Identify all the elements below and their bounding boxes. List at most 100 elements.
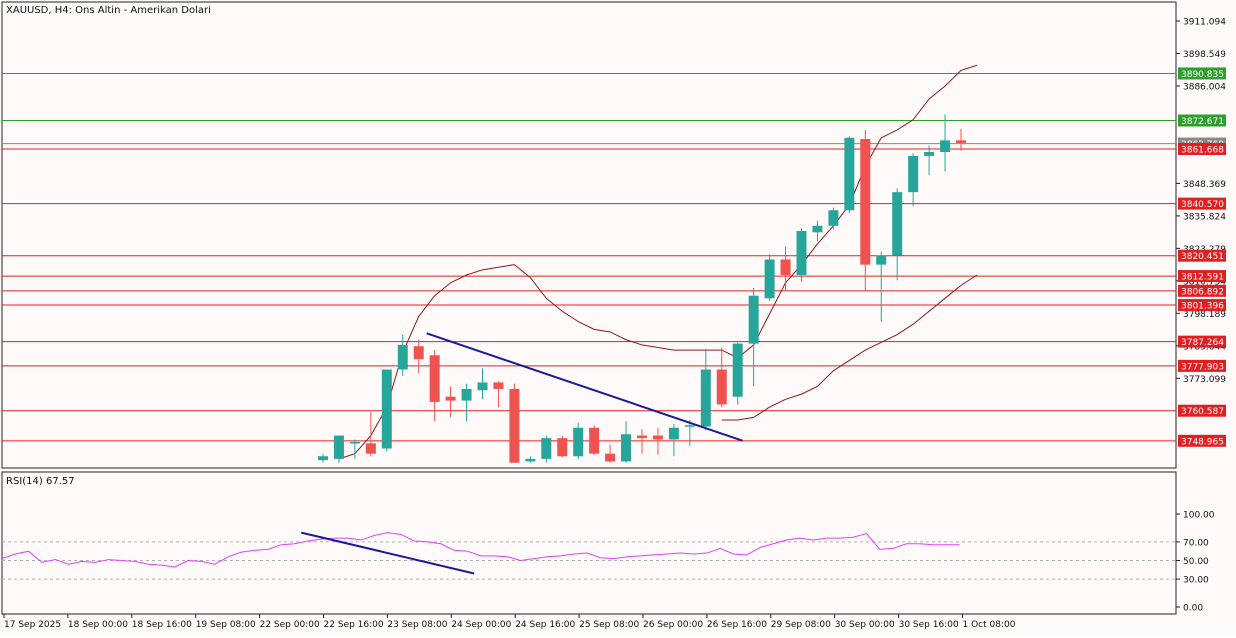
candle-body-14: [541, 438, 552, 459]
band-lower: [721, 274, 978, 421]
rsi-tick-label-1: 70.00: [1183, 538, 1209, 548]
candle-body-18: [605, 453, 616, 462]
rsi-plot-frame: [1, 471, 1177, 615]
candle-body-32: [828, 210, 839, 226]
candle-body-33: [844, 137, 855, 211]
candle-body-8: [445, 396, 456, 401]
time-tick-label-13: 30 Sep 00:00: [835, 620, 895, 630]
time-tick-label-2: 18 Sep 16:00: [132, 620, 192, 630]
level-tag-bg-8: [1178, 299, 1226, 312]
candle-body-24: [700, 369, 711, 427]
rsi-trendline: [301, 531, 475, 575]
candle-body-36: [892, 192, 903, 256]
time-tick-label-12: 29 Sep 08:00: [771, 620, 831, 630]
candle-body-10: [477, 382, 488, 391]
level-tag-bg-10: [1178, 359, 1226, 372]
candle-body-9: [461, 388, 472, 401]
candle-body-39: [940, 140, 951, 153]
candle-body-27: [748, 295, 759, 344]
level-tag-label-7: 3806.892: [1181, 287, 1224, 297]
candle-body-35: [876, 255, 887, 265]
level-tag-bg-7: [1178, 284, 1226, 297]
candle-body-38: [924, 152, 935, 156]
rsi-series: [1, 531, 1176, 580]
price-tick-label-0: 3911.094: [1183, 18, 1226, 28]
candle-body-34: [860, 139, 871, 265]
candle-body-22: [668, 427, 679, 440]
level-tag-label-9: 3787.264: [1181, 338, 1224, 348]
level-tag-bg-6: [1178, 270, 1226, 283]
candle-body-4: [381, 369, 392, 449]
candle-body-40: [956, 140, 966, 143]
price-tick-label-3: 3848.369: [1183, 180, 1226, 190]
price-tick-label-1: 3898.549: [1183, 50, 1226, 60]
candle-body-2: [349, 442, 360, 444]
candle-body-7: [429, 355, 440, 402]
level-tag-label-11: 3760.587: [1181, 407, 1224, 417]
level-lines: [2, 72, 1176, 442]
rsi-tick-label-2: 50.00: [1183, 557, 1209, 567]
level-tag-label-3: 3861.668: [1181, 145, 1224, 155]
rsi-tick-label-4: 0.00: [1183, 604, 1203, 614]
candle-body-16: [573, 427, 584, 457]
level-tag-bg-1: [1178, 114, 1226, 127]
candle-body-0: [318, 456, 328, 461]
candle-body-5: [397, 344, 408, 370]
time-tick-label-15: 1 Oct 08:00: [963, 620, 1016, 630]
level-tag-label-10: 3777.903: [1181, 362, 1224, 372]
candle-body-26: [732, 343, 743, 397]
candle-body-23: [684, 425, 695, 427]
level-tag-label-0: 3890.835: [1181, 70, 1224, 80]
level-tag-label-4: 3840.570: [1181, 200, 1224, 210]
price-tick-label-6: 3810.734: [1183, 277, 1226, 287]
candle-body-21: [652, 435, 663, 440]
level-tag-label-6: 3812.591: [1181, 273, 1224, 283]
time-tick-label-10: 26 Sep 00:00: [643, 620, 703, 630]
axes: 3911.094 3898.549 3886.004 3848.369 3835.824…: [3, 18, 1226, 630]
price-tick-label-9: 3773.099: [1183, 375, 1226, 385]
rsi-title: RSI(14) 67.57: [6, 476, 75, 487]
candles: [318, 114, 966, 463]
level-tag-bg-5: [1178, 249, 1226, 262]
candle-body-6: [413, 346, 424, 360]
level-tag-bg-3: [1178, 142, 1226, 155]
time-tick-label-0: 17 Sep 2025: [4, 620, 61, 630]
level-tag-label-1: 3872.671: [1181, 117, 1224, 127]
bollinger-bands: [338, 64, 978, 460]
level-tags: 3890.8353872.6713863.7603861.6683840.570…: [1178, 67, 1226, 447]
level-tag-bg-12: [1178, 434, 1226, 447]
time-tick-label-4: 22 Sep 00:00: [260, 620, 320, 630]
candle-body-19: [621, 434, 632, 462]
level-tag-bg-0: [1178, 67, 1226, 80]
candle-body-13: [525, 458, 536, 462]
rsi-tick-label-0: 100.00: [1183, 511, 1215, 521]
time-tick-label-6: 23 Sep 08:00: [387, 620, 447, 630]
trendlines: [426, 332, 743, 442]
time-tick-label-8: 24 Sep 16:00: [515, 620, 575, 630]
rsi-tick-label-3: 30.00: [1183, 576, 1209, 586]
level-tag-label-12: 3748.965: [1181, 437, 1224, 447]
time-tick-label-9: 25 Sep 08:00: [579, 620, 639, 630]
price-tick-label-7: 3798.189: [1183, 310, 1226, 320]
price-trendline: [426, 332, 743, 442]
band-upper: [338, 64, 978, 460]
level-tag-label-8: 3801.396: [1181, 302, 1224, 312]
candle-body-20: [637, 435, 647, 439]
candle-body-31: [812, 225, 823, 233]
chart-title: XAUUSD, H4: Ons Altin - Amerikan Dolari: [6, 5, 211, 16]
candle-body-11: [493, 382, 504, 389]
candle-body-3: [365, 443, 376, 454]
time-tick-label-11: 26 Sep 16:00: [707, 620, 767, 630]
level-tag-bg-11: [1178, 404, 1226, 417]
main-plot-frame: [1, 1, 1177, 469]
price-tick-label-2: 3886.004: [1183, 82, 1226, 92]
time-tick-label-7: 24 Sep 00:00: [451, 620, 511, 630]
level-tag-bg-4: [1178, 197, 1226, 210]
candle-body-1: [333, 435, 344, 459]
time-tick-label-14: 30 Sep 16:00: [899, 620, 959, 630]
candle-body-17: [589, 427, 600, 454]
candle-body-29: [780, 259, 791, 276]
candle-body-30: [796, 230, 807, 276]
